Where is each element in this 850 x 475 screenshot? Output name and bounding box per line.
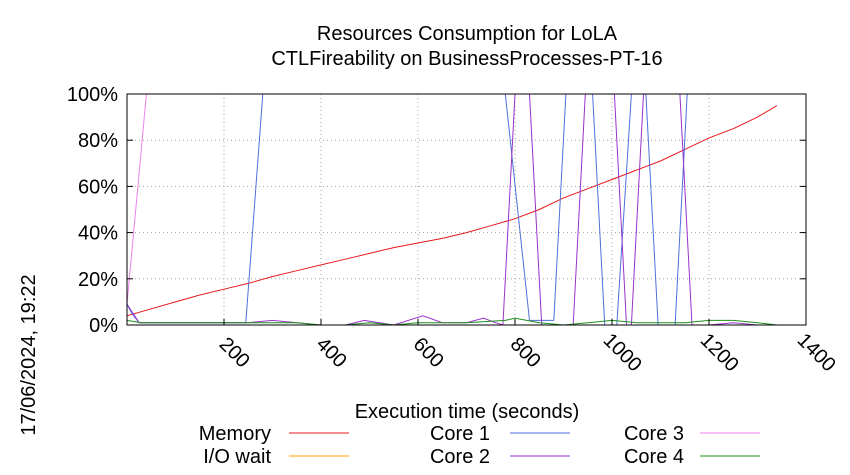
x-tick-label: 1200 <box>696 329 743 376</box>
series-line-core-4 <box>126 317 777 326</box>
series-line-memory <box>126 105 778 317</box>
chart-subtitle: CTLFireability on BusinessProcesses-PT-1… <box>271 48 662 70</box>
legend-label: Core 4 <box>624 446 684 468</box>
x-axis-label: Execution time (seconds) <box>355 401 580 423</box>
tick-labels: 0% 20% 40% 60% 80% 100% 200 400 600 800 1000 1200 14… <box>67 84 840 376</box>
timestamp-label: 17/06/2024, 19:22 <box>18 274 40 435</box>
x-tick-label: 800 <box>506 333 545 372</box>
x-tick-label: 600 <box>409 333 448 372</box>
y-tick-label: 80% <box>78 130 118 152</box>
x-tick-label: 400 <box>312 333 351 372</box>
y-tick-label: 60% <box>78 176 118 198</box>
plot-border <box>126 93 807 326</box>
y-tick-label: 40% <box>78 223 118 245</box>
y-tick-label: 0% <box>89 315 118 337</box>
legend-label: I/O wait <box>203 446 271 468</box>
axes <box>126 93 807 326</box>
y-tick-label: 100% <box>67 84 118 106</box>
x-tick-label: 1000 <box>599 329 646 376</box>
legend-label: Core 3 <box>624 423 684 445</box>
legend-label: Memory <box>199 423 271 445</box>
legend-label: Core 1 <box>430 423 490 445</box>
y-tick-label: 20% <box>78 269 118 291</box>
x-tick-label: 1400 <box>793 329 840 376</box>
grid-lines <box>127 94 806 325</box>
series-line-core-3 <box>126 93 777 305</box>
x-tick-label: 200 <box>215 333 254 372</box>
legend-label: Core 2 <box>430 446 490 468</box>
chart-title: Resources Consumption for LoLA <box>317 23 618 45</box>
